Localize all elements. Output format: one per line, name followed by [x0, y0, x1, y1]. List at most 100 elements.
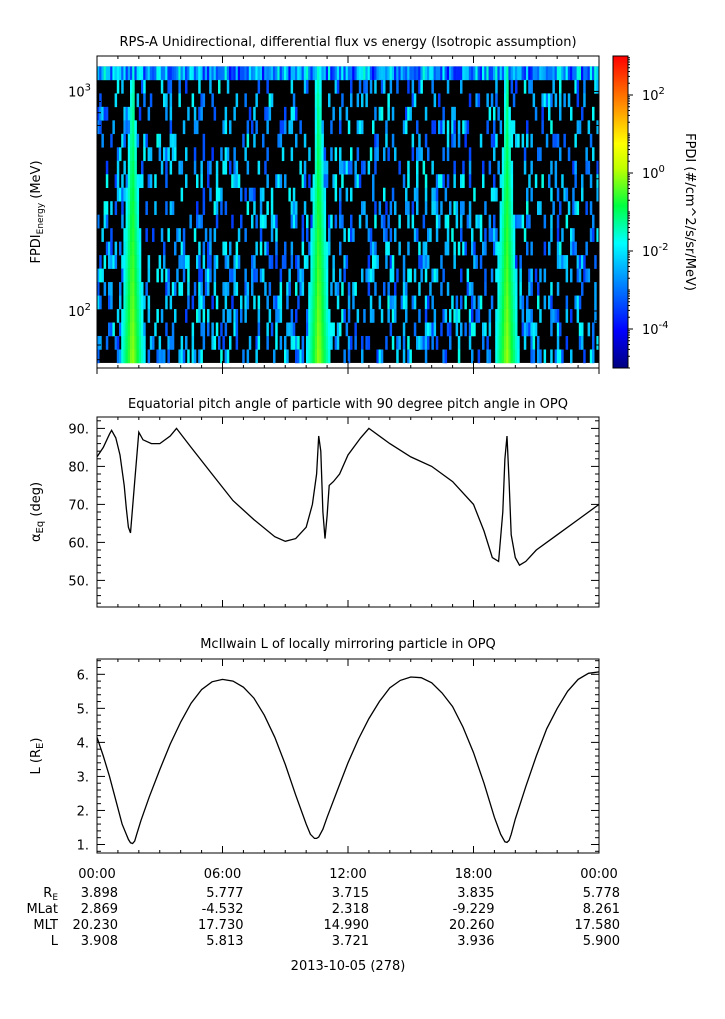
spectrogram-cell [229, 160, 232, 175]
spectrogram-cell [116, 147, 120, 162]
spectrogram-cell [387, 66, 390, 81]
spectrogram-cell [134, 335, 137, 350]
spectrogram-cell [110, 228, 113, 242]
spectrogram-cell [363, 160, 366, 175]
spectrogram-cell [149, 335, 153, 350]
spectrogram-cell [515, 66, 518, 81]
spectrogram-cell [319, 255, 322, 269]
spectrogram-cell [132, 66, 135, 81]
spectrogram-cell [97, 268, 100, 283]
spectrogram-cell [277, 66, 280, 81]
spectrogram-cell [323, 335, 327, 350]
spectrogram-cell [508, 268, 511, 283]
spectrogram-cell [510, 322, 514, 337]
spectrogram-cell [193, 106, 197, 121]
spectrogram-cell [389, 268, 393, 283]
spectrogram-cell [224, 66, 228, 81]
spectrogram-cell [127, 282, 131, 296]
spectrogram-cell [455, 309, 459, 323]
spectrogram-cell [389, 322, 393, 337]
spectrogram-cell [323, 322, 327, 337]
panel2-y-ticks: 90.80.70.60.50. [68, 420, 599, 604]
spectrogram-cell [134, 228, 137, 242]
spectrogram-cell [523, 228, 527, 242]
spectrogram-cell [323, 160, 327, 175]
spectrogram-cell [539, 147, 542, 162]
spectrogram-cell [339, 106, 342, 121]
spectrogram-cell [132, 79, 135, 94]
spectrogram-cell [215, 160, 219, 175]
spectrogram-cell [134, 255, 137, 269]
spectrogram-cell [125, 335, 129, 350]
spectrogram-cell [251, 255, 254, 269]
spectrogram-cell [552, 309, 555, 323]
spectrogram-cell [121, 322, 124, 337]
spectrogram-cell [400, 66, 404, 81]
spectrogram-cell [365, 268, 368, 283]
spectrogram-cell [187, 106, 190, 121]
spectrogram-cell [224, 201, 228, 215]
spectrogram-cell [488, 214, 492, 229]
spectrogram-cell [134, 201, 137, 215]
ephemeris-value: 5.777 [206, 886, 243, 901]
spectrogram-cell [202, 335, 206, 350]
spectrogram-cell [550, 93, 553, 108]
spectrogram-cell [512, 322, 516, 337]
spectrogram-cell [504, 255, 507, 269]
spectrogram-cell [130, 349, 133, 364]
spectrogram-cell [108, 255, 111, 269]
spectrogram-cell [453, 255, 456, 269]
spectrogram-cell [127, 160, 131, 175]
spectrogram-cell [451, 133, 454, 148]
spectrogram-cell [543, 241, 547, 256]
spectrogram-cell [196, 66, 199, 81]
spectrogram-cell [165, 295, 168, 310]
spectrogram-cell [319, 228, 322, 242]
spectrogram-cell [273, 66, 276, 81]
spectrogram-cell [556, 133, 560, 148]
spectrogram-cell [314, 174, 318, 189]
spectrogram-cell [160, 79, 164, 94]
spectrogram-cell [323, 255, 327, 269]
spectrogram-cell [248, 66, 252, 81]
spectrogram-cell [264, 106, 267, 121]
spectrogram-cell [391, 268, 395, 283]
spectrogram-cell [288, 66, 291, 81]
spectrogram-cell [482, 335, 485, 350]
spectrogram-cell [132, 201, 135, 215]
spectrogram-cell [165, 201, 168, 215]
spectrogram-cell [198, 241, 201, 256]
spectrogram-cell [587, 322, 591, 337]
spectrogram-cell [490, 133, 494, 148]
spectrogram-cell [209, 228, 212, 242]
spectrogram-cell [163, 147, 166, 162]
spectrogram-cell [101, 66, 104, 81]
spectrogram-cell [246, 349, 250, 364]
spectrogram-cell [385, 66, 388, 81]
spectrogram-cell [193, 160, 197, 175]
spectrogram-cell [420, 147, 423, 162]
spectrogram-cell [510, 295, 514, 310]
spectrogram-cell [592, 228, 595, 242]
spectrogram-cell [361, 120, 364, 135]
spectrogram-cell [433, 187, 437, 202]
spectrogram-cell [457, 241, 461, 256]
panel1-x-ticks [96, 56, 600, 374]
spectrogram-cell [345, 160, 349, 175]
spectrogram-cell [402, 282, 406, 296]
spectrogram-cell [420, 335, 423, 350]
spectrogram-cell [187, 66, 190, 81]
spectrogram-cell [310, 187, 313, 202]
spectrogram-cell [334, 335, 338, 350]
spectrogram-cell [446, 174, 450, 189]
spectrogram-cell [303, 201, 307, 215]
spectrogram-cell [323, 147, 327, 162]
spectrogram-cell [499, 268, 503, 283]
spectrogram-cell [409, 349, 412, 364]
spectrogram-cell [510, 335, 514, 350]
spectrogram-cell [402, 268, 406, 283]
spectrogram-cell [506, 106, 509, 121]
y-tick-label: 2. [77, 804, 89, 819]
spectrogram-cell [187, 282, 190, 296]
spectrogram-cell [358, 79, 362, 94]
